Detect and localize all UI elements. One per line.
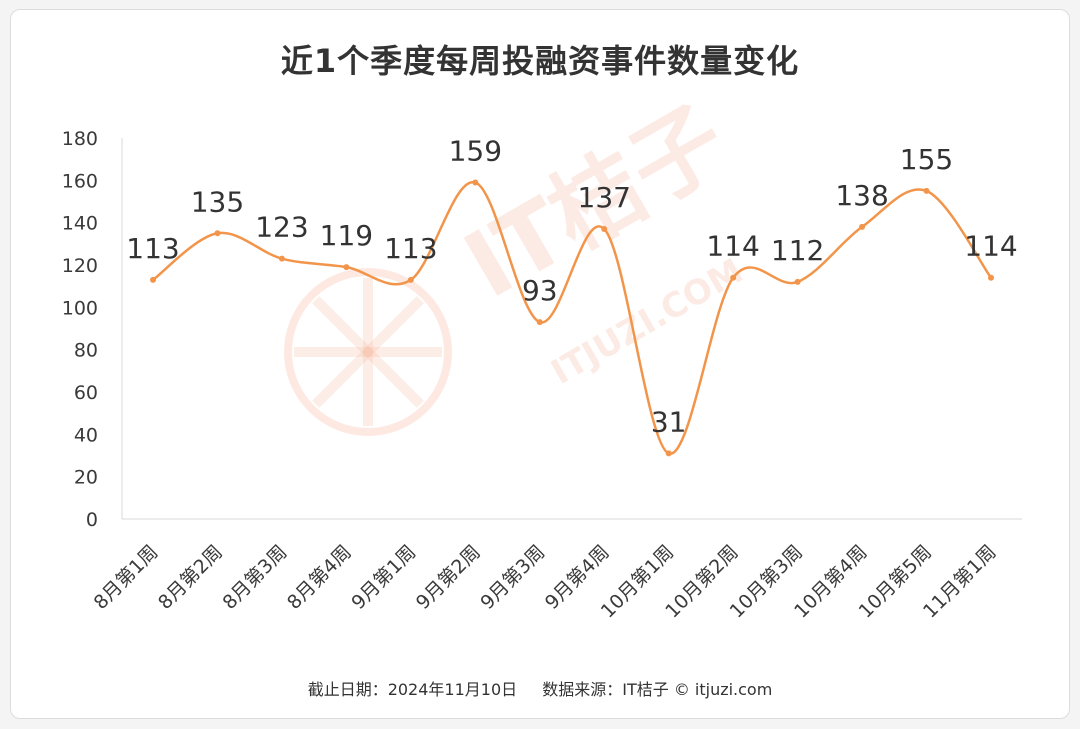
data-point [923, 187, 930, 194]
data-point [472, 179, 479, 186]
data-point [988, 274, 994, 281]
data-label: 155 [900, 143, 953, 176]
y-tick-label: 60 [74, 382, 98, 404]
data-point [601, 226, 608, 233]
data-label: 135 [191, 185, 244, 218]
data-label: 114 [964, 230, 1017, 263]
series-line [152, 181, 993, 455]
data-point [665, 450, 672, 457]
data-point [214, 230, 221, 237]
footer-date: 截止日期：2024年11月10日 [307, 680, 518, 699]
data-label: 112 [771, 234, 824, 267]
y-tick-label: 180 [62, 128, 98, 150]
watermark-segment [312, 348, 372, 408]
watermark-segment [312, 296, 372, 356]
data-point [150, 276, 156, 283]
data-label: 138 [835, 179, 888, 212]
data-label: 31 [651, 405, 687, 438]
series-path [152, 181, 993, 455]
x-tick-label: 8月第2周 [154, 541, 227, 614]
data-label: 159 [449, 134, 502, 167]
x-tick-label: 8月第1周 [90, 541, 163, 614]
y-tick-label: 20 [74, 467, 98, 489]
x-tick-label: 9月第1周 [347, 541, 420, 614]
footer-source: 数据来源：IT桔子 © itjuzi.com [542, 680, 773, 699]
watermark-segment [364, 296, 424, 356]
data-label: 119 [320, 219, 373, 252]
y-tick-label: 120 [62, 255, 98, 277]
chart-title: 近1个季度每周投融资事件数量变化 [280, 42, 800, 80]
data-point [343, 264, 350, 271]
data-points [150, 179, 994, 457]
watermark-segment [364, 348, 424, 408]
y-tick-label: 40 [74, 424, 98, 446]
data-label: 123 [255, 211, 308, 244]
x-tick-label: 9月第3周 [476, 541, 549, 614]
data-point [794, 278, 801, 285]
axes [121, 138, 1022, 520]
y-axis-ticks: 0 20 40 60 80 100 120 140 160 180 [62, 128, 98, 531]
data-point [859, 223, 866, 230]
data-label: 114 [706, 230, 759, 263]
data-point [407, 276, 414, 283]
data-labels: 113 135 123 119 113 159 93 137 31 114 112 138 155 114 [126, 134, 1017, 438]
data-point [730, 274, 737, 281]
data-label: 93 [522, 274, 558, 307]
x-axis-ticks: 8月第1周8月第2周8月第3周8月第4周9月第1周9月第2周9月第3周9月第4周… [90, 541, 1001, 623]
data-point [278, 255, 285, 262]
x-tick-label: 8月第4周 [283, 541, 356, 614]
data-label: 137 [578, 181, 631, 214]
y-tick-label: 80 [74, 340, 98, 362]
watermark-circle [284, 268, 452, 436]
data-label: 113 [126, 232, 179, 265]
chart-card [10, 9, 1070, 719]
y-tick-label: 160 [62, 170, 98, 192]
footer: 截止日期：2024年11月10日 数据来源：IT桔子 © itjuzi.com [0, 676, 1080, 700]
data-point [536, 319, 543, 326]
data-label: 113 [384, 232, 437, 265]
y-tick-label: 100 [62, 297, 98, 319]
y-tick-label: 0 [86, 509, 98, 531]
x-tick-label: 8月第3周 [218, 541, 291, 614]
y-tick-label: 140 [62, 213, 98, 235]
x-tick-label: 9月第2周 [412, 541, 485, 614]
